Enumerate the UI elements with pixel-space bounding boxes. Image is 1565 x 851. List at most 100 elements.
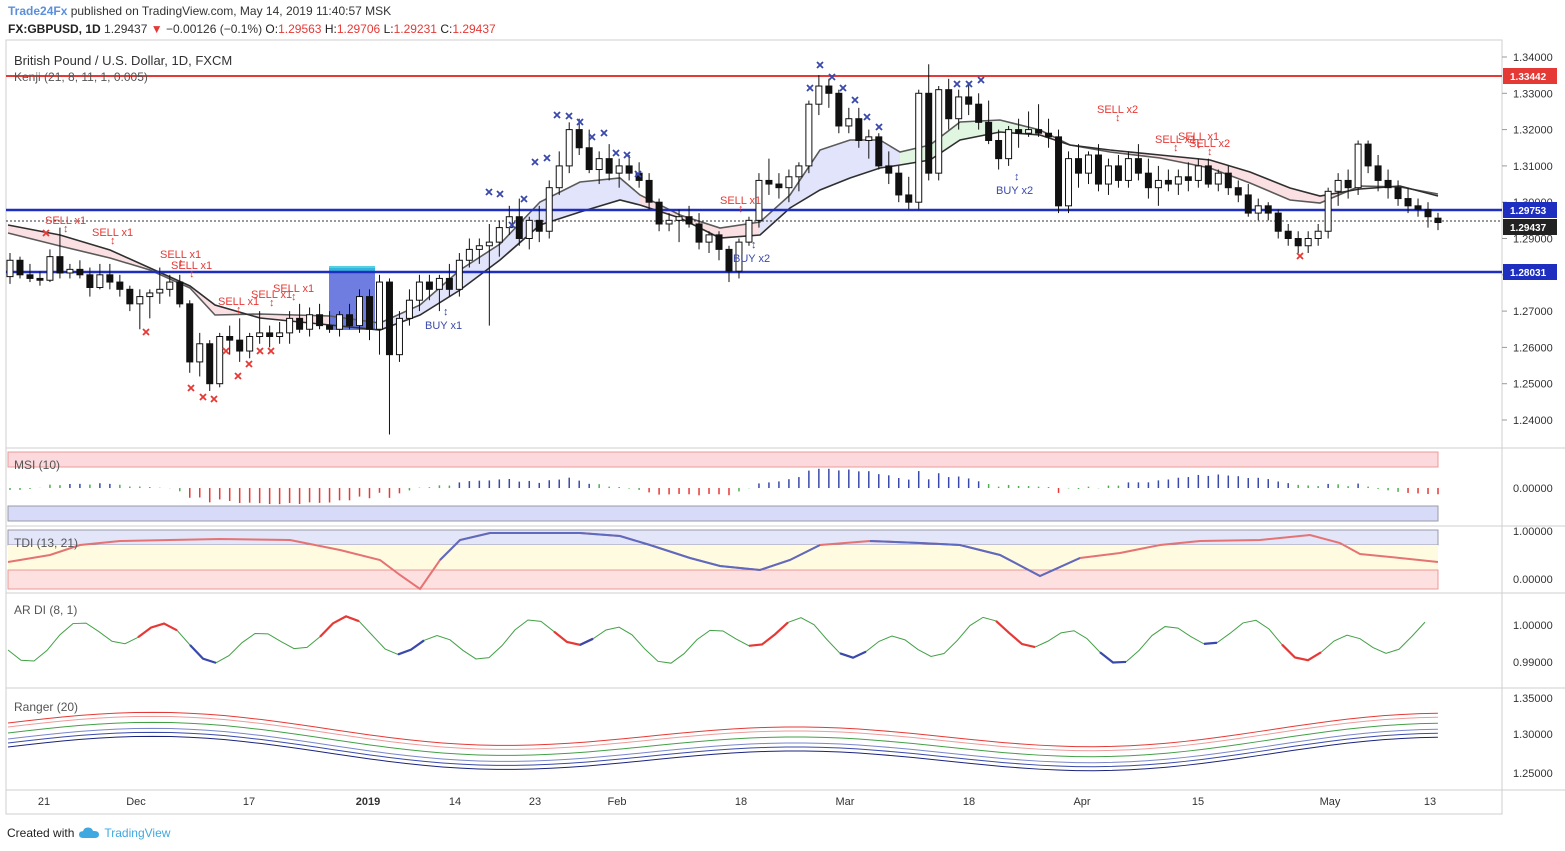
price-tick-label: 1.24000 (1513, 415, 1553, 427)
candle-body (1294, 238, 1302, 247)
candle-body (835, 92, 843, 127)
candle-body (1134, 158, 1142, 174)
candle-body (96, 274, 104, 289)
signal-label: SELL x1 (45, 215, 86, 227)
price-tag-label: 1.29753 (1510, 206, 1547, 217)
candle-body (1005, 129, 1013, 160)
candle-body (1174, 176, 1182, 185)
candle-body (515, 216, 523, 240)
candle-body (246, 336, 254, 352)
signal-label: SELL x1 (273, 283, 314, 295)
tdi-pane (7, 529, 1439, 591)
buy-cross-icon (953, 80, 961, 88)
symbol[interactable]: FX:GBPUSD, 1D (8, 22, 101, 36)
price-tick-label: 1.34000 (1513, 52, 1553, 64)
highlight-zone-top (329, 266, 375, 272)
candle-body (146, 292, 154, 298)
time-tick-label: Dec (126, 796, 146, 808)
candle-body (1434, 217, 1442, 224)
tradingview-cloud-icon (79, 827, 100, 838)
candle-body (1344, 179, 1352, 189)
candle-body (845, 118, 853, 127)
candle-body (445, 277, 453, 290)
sell-cross-icon (222, 347, 230, 355)
buy-cross-icon (565, 112, 573, 120)
price-tick-label: 1.29000 (1513, 234, 1553, 246)
signal-marks (42, 61, 1304, 403)
candle-body (256, 332, 264, 338)
candle-body (675, 216, 683, 221)
open-label: O: (265, 22, 279, 36)
candle-body (1314, 230, 1322, 240)
tdi-line-up (869, 540, 1081, 578)
candle-body (775, 183, 783, 189)
signal-label: SELL x1 (160, 249, 201, 261)
chart-frame (5, 39, 1503, 815)
signal-label: SELL x2 (1189, 138, 1230, 150)
buy-cross-icon (965, 80, 973, 88)
candle-body (495, 227, 503, 243)
candle-body (565, 129, 573, 167)
kenji-legend: Kenji (21, 8, 11, 1, 0.005) (14, 70, 148, 84)
msi-pane (7, 451, 1439, 522)
candle-body (875, 136, 883, 167)
candle-body (126, 288, 134, 305)
candle-body (855, 118, 863, 141)
candle-body (1184, 176, 1192, 181)
tdi-upper-band (7, 529, 1439, 546)
candle-body (395, 317, 403, 356)
candle-body (795, 165, 803, 178)
candle-body (1094, 154, 1102, 185)
time-tick-label: 15 (1192, 796, 1204, 808)
signal-arrow-icon: ↕ (1207, 146, 1213, 158)
publisher-name[interactable]: Trade24Fx (8, 4, 68, 18)
candle-body (1144, 172, 1152, 189)
candle-body (695, 223, 703, 243)
candle-body (1075, 158, 1083, 174)
candle-body (1104, 165, 1112, 185)
candle-body (1035, 129, 1043, 134)
candle-body (365, 296, 373, 330)
candle-body (326, 325, 334, 330)
time-tick-label: May (1320, 796, 1341, 808)
kenji-band (760, 140, 900, 235)
tdi-tick-1: 1.00000 (1513, 526, 1553, 538)
open-value: 1.29563 (278, 22, 322, 36)
candle-body (705, 234, 713, 243)
candle-body (116, 281, 124, 290)
buy-cross-icon (863, 113, 871, 121)
signal-label: BUY x2 (733, 253, 770, 265)
candle-body (735, 241, 743, 272)
sell-cross-icon (199, 393, 207, 401)
ardi-tick-099: 0.99000 (1513, 657, 1553, 669)
candle-body (985, 121, 993, 141)
signal-label: SELL x1 (720, 195, 761, 207)
candle-body (475, 245, 483, 250)
signal-arrow-icon: ↕ (1115, 112, 1121, 124)
candle-body (1164, 179, 1172, 185)
candle-body (166, 281, 174, 290)
buy-cross-icon (496, 190, 504, 198)
ardi-line (7, 615, 1426, 664)
price-tick-label: 1.32000 (1513, 125, 1553, 137)
signal-label: SELL x1 (1178, 131, 1219, 143)
buy-cross-icon (623, 151, 631, 159)
tdi-tick-0: 0.00000 (1513, 574, 1553, 586)
ardi-line-low (397, 639, 425, 656)
candle-body (1334, 179, 1342, 192)
ranger-tick-135: 1.35000 (1513, 693, 1553, 705)
signal-arrow-icon: ↕ (236, 304, 242, 316)
candle-body (1364, 143, 1372, 167)
candle-body (66, 268, 74, 274)
high-value: 1.29706 (336, 22, 381, 36)
time-tick-label: 14 (449, 796, 461, 808)
close-value: 1.29437 (452, 22, 496, 36)
candle-body (645, 179, 653, 203)
candle-body (1324, 190, 1332, 232)
signal-label: SELL x1 (218, 296, 259, 308)
candle-body (595, 158, 603, 171)
candle-body (785, 176, 793, 189)
footer-tradingview[interactable]: TradingView (104, 826, 171, 840)
ranger-line (7, 715, 1438, 752)
